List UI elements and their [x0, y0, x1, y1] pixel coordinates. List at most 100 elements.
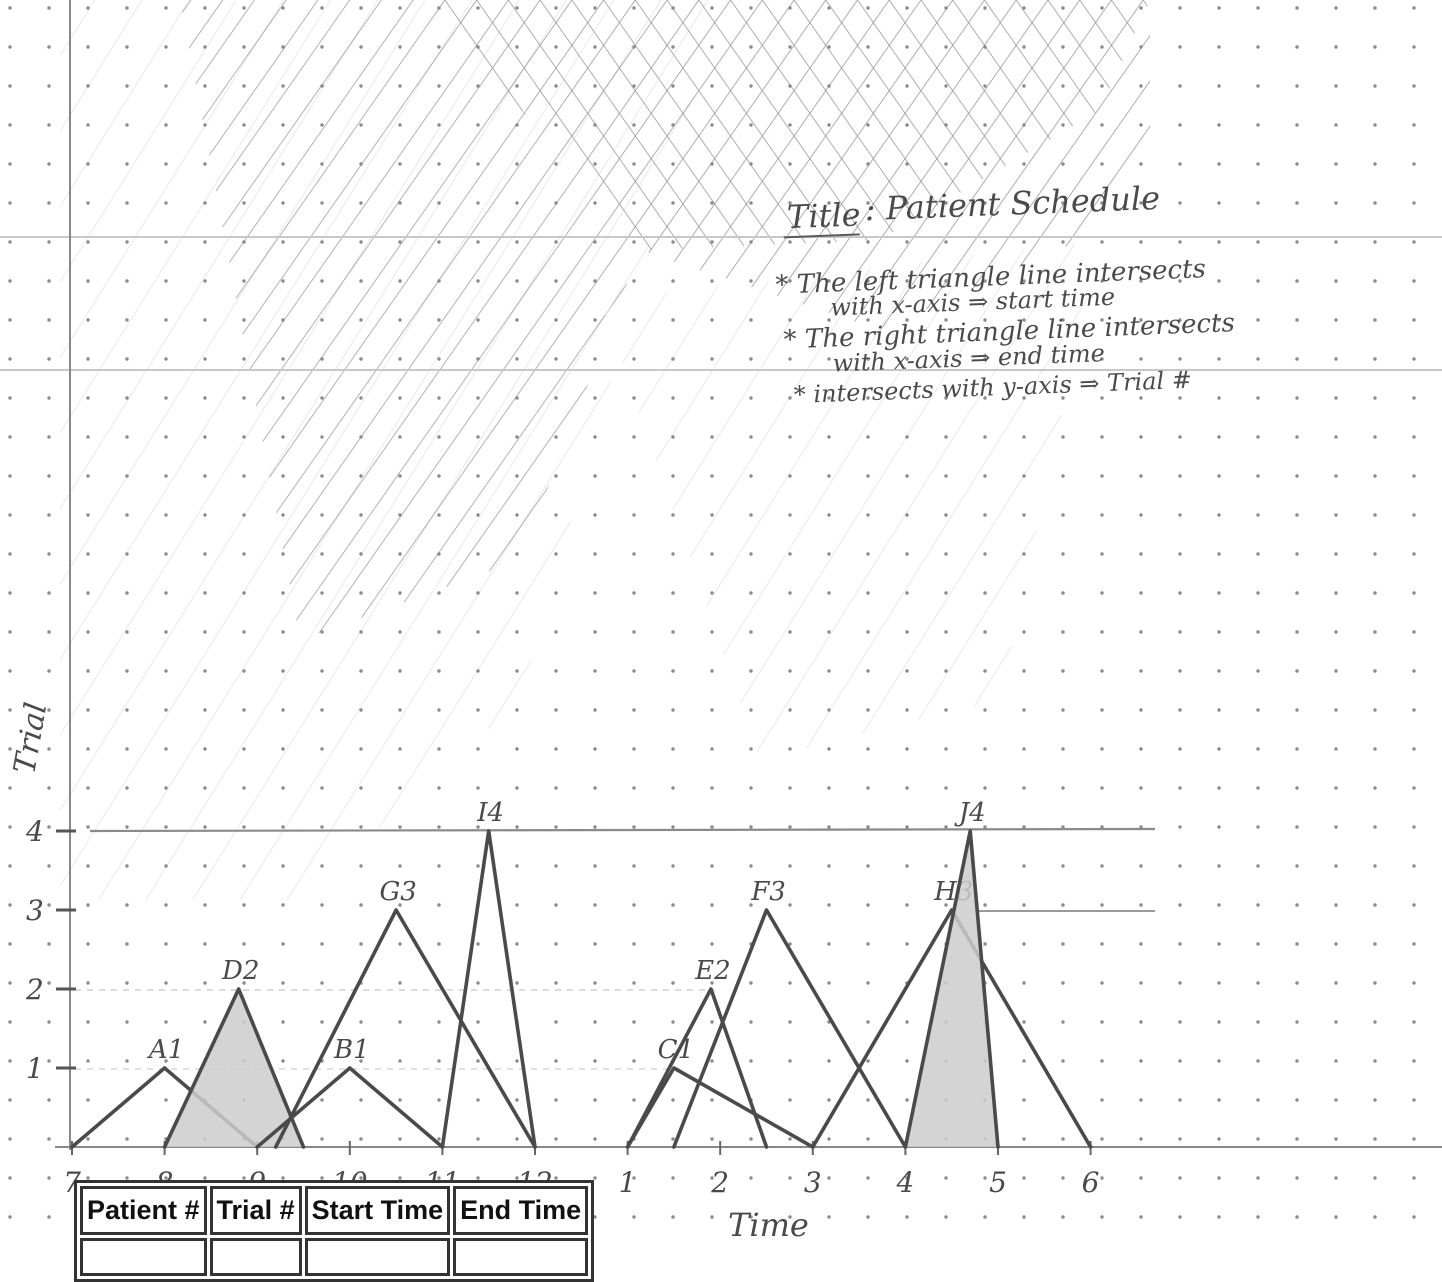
grid-dot	[866, 1137, 870, 1141]
grid-dot	[1334, 630, 1338, 634]
grid-dot	[1373, 201, 1377, 205]
grid-dot	[242, 552, 246, 556]
grid-dot	[47, 708, 51, 712]
triangle-shade	[164, 989, 304, 1147]
grid-dot	[983, 201, 987, 205]
grid-dot	[866, 1098, 870, 1102]
grid-dot	[671, 903, 675, 907]
grid-dot	[944, 591, 948, 595]
grid-dot	[242, 903, 246, 907]
grid-dot	[632, 84, 636, 88]
grid-dot	[242, 981, 246, 985]
grid-dot	[1217, 1059, 1221, 1063]
grid-dot	[8, 6, 12, 10]
grid-dot	[242, 669, 246, 673]
grid-dot	[1139, 123, 1143, 127]
grid-dot	[164, 630, 168, 634]
grid-dot	[164, 201, 168, 205]
triangle-outline	[440, 829, 537, 1149]
grid-dot	[866, 162, 870, 166]
grid-dot	[593, 162, 597, 166]
grid-dot	[632, 357, 636, 361]
grid-dot	[8, 864, 12, 868]
grid-dot	[359, 1176, 363, 1180]
grid-dot	[1334, 591, 1338, 595]
grid-dot	[476, 84, 480, 88]
grid-dot	[749, 786, 753, 790]
grid-dot	[905, 747, 909, 751]
grid-dot	[1178, 45, 1182, 49]
table-cell[interactable]	[453, 1238, 589, 1276]
grid-dot	[632, 123, 636, 127]
grid-dot	[320, 1020, 324, 1024]
grid-dot	[242, 318, 246, 322]
grid-dot	[788, 708, 792, 712]
grid-dot	[515, 45, 519, 49]
grid-dot	[1412, 240, 1416, 244]
grid-dot	[944, 552, 948, 556]
grid-dot	[515, 1137, 519, 1141]
grid-dot	[944, 630, 948, 634]
grid-dot	[1100, 1176, 1104, 1180]
table-cell[interactable]	[209, 1238, 302, 1276]
grid-dot	[632, 864, 636, 868]
grid-dot	[320, 630, 324, 634]
grid-dot	[554, 435, 558, 439]
grid-dot	[281, 279, 285, 283]
grid-dot	[320, 279, 324, 283]
grid-dot	[710, 396, 714, 400]
grid-dot	[1022, 513, 1026, 517]
grid-dot	[125, 552, 129, 556]
grid-dot	[866, 669, 870, 673]
grid-dot	[476, 1176, 480, 1180]
grid-dot	[437, 747, 441, 751]
triangle-label: J4	[954, 798, 986, 828]
grid-dot	[632, 240, 636, 244]
grid-dot	[1412, 357, 1416, 361]
grid-dot	[749, 981, 753, 985]
grid-dot	[8, 162, 12, 166]
grid-dot	[1256, 123, 1260, 127]
grid-dot	[164, 747, 168, 751]
grid-dot	[86, 45, 90, 49]
grid-dot	[1178, 825, 1182, 829]
table-cell[interactable]	[304, 1238, 451, 1276]
grid-dot	[86, 747, 90, 751]
grid-dot	[671, 318, 675, 322]
grid-dot	[749, 825, 753, 829]
grid-dot	[164, 396, 168, 400]
grid-dot	[437, 669, 441, 673]
grid-dot	[1217, 474, 1221, 478]
grid-dot	[1178, 513, 1182, 517]
grid-dot	[1100, 357, 1104, 361]
x-tick-label: 1	[619, 1166, 637, 1199]
grid-dot	[320, 747, 324, 751]
grid-dot	[281, 747, 285, 751]
grid-dot	[320, 591, 324, 595]
grid-dot	[515, 981, 519, 985]
grid-dot	[1217, 435, 1221, 439]
grid-dot	[437, 474, 441, 478]
table-cell[interactable]	[80, 1238, 207, 1276]
grid-dot	[86, 1059, 90, 1063]
grid-dot	[1217, 1176, 1221, 1180]
grid-dot	[320, 552, 324, 556]
grid-dot	[242, 396, 246, 400]
grid-dot	[86, 435, 90, 439]
grid-dot	[1217, 279, 1221, 283]
grid-dot	[749, 630, 753, 634]
ruled-lines	[0, 236, 1442, 371]
grid-dot	[554, 396, 558, 400]
grid-dot	[476, 825, 480, 829]
grid-dot	[983, 786, 987, 790]
grid-dot	[788, 1098, 792, 1102]
grid-dot	[593, 591, 597, 595]
grid-dot	[632, 747, 636, 751]
grid-dot	[671, 162, 675, 166]
grid-dot	[1217, 318, 1221, 322]
grid-dot	[8, 357, 12, 361]
grid-dot	[710, 6, 714, 10]
grid-dot	[944, 474, 948, 478]
grid-dot	[749, 162, 753, 166]
grid-dot	[47, 942, 51, 946]
